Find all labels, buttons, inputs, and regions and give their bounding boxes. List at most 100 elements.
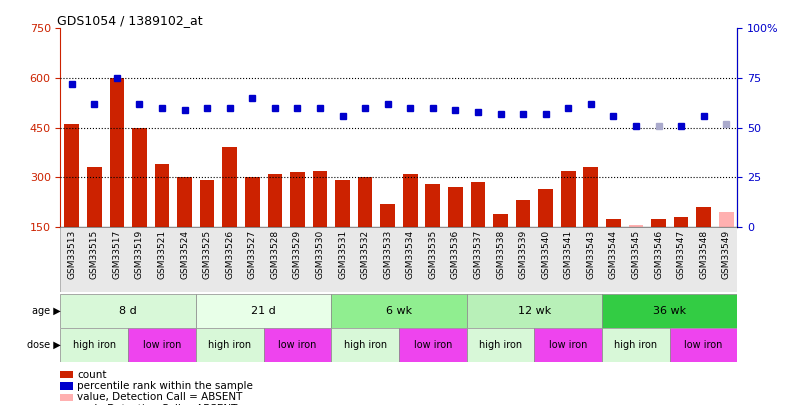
Text: GSM33541: GSM33541	[563, 230, 573, 279]
Bar	[264, 328, 331, 362]
Bar	[222, 147, 237, 227]
Bar	[331, 328, 399, 362]
Bar	[60, 382, 73, 390]
Bar	[516, 200, 530, 227]
Text: GSM33545: GSM33545	[631, 230, 641, 279]
Text: low iron: low iron	[143, 340, 181, 350]
Text: low iron: low iron	[684, 340, 723, 350]
Bar	[60, 394, 73, 401]
Bar	[467, 294, 602, 328]
Text: GSM33536: GSM33536	[451, 230, 460, 279]
Text: 21 d: 21 d	[251, 306, 276, 316]
Text: 8 d: 8 d	[119, 306, 137, 316]
Bar	[268, 174, 282, 227]
Bar	[467, 328, 534, 362]
Bar	[674, 217, 688, 227]
Bar	[196, 294, 331, 328]
Text: rank, Detection Call = ABSENT: rank, Detection Call = ABSENT	[77, 404, 238, 405]
Bar	[606, 219, 621, 227]
Text: GSM33539: GSM33539	[518, 230, 528, 279]
Text: GSM33525: GSM33525	[202, 230, 212, 279]
Text: GSM33535: GSM33535	[428, 230, 438, 279]
Bar	[399, 328, 467, 362]
Text: GSM33526: GSM33526	[225, 230, 235, 279]
Bar	[651, 219, 666, 227]
Bar	[403, 174, 418, 227]
Bar	[534, 328, 602, 362]
Text: GSM33532: GSM33532	[360, 230, 370, 279]
Text: GDS1054 / 1389102_at: GDS1054 / 1389102_at	[57, 14, 202, 27]
Text: 12 wk: 12 wk	[517, 306, 551, 316]
Text: age ▶: age ▶	[31, 306, 60, 316]
Bar	[200, 181, 214, 227]
Bar	[602, 328, 670, 362]
Text: GSM33527: GSM33527	[247, 230, 257, 279]
Bar	[471, 182, 485, 227]
Bar	[629, 225, 643, 227]
Bar	[87, 167, 102, 227]
Bar	[196, 328, 264, 362]
Text: GSM33528: GSM33528	[270, 230, 280, 279]
Text: GSM33517: GSM33517	[112, 230, 122, 279]
Text: GSM33543: GSM33543	[586, 230, 596, 279]
Bar	[60, 294, 196, 328]
Bar	[60, 371, 73, 378]
Bar	[177, 177, 192, 227]
Text: GSM33540: GSM33540	[541, 230, 550, 279]
Bar	[60, 328, 128, 362]
Text: percentile rank within the sample: percentile rank within the sample	[77, 381, 253, 391]
Text: high iron: high iron	[208, 340, 251, 350]
Text: GSM33513: GSM33513	[67, 230, 77, 279]
Text: GSM33549: GSM33549	[721, 230, 731, 279]
Text: count: count	[77, 370, 107, 379]
Bar	[380, 204, 395, 227]
Text: GSM33544: GSM33544	[609, 230, 618, 279]
Bar	[155, 164, 169, 227]
Bar	[313, 171, 327, 227]
Text: GSM33515: GSM33515	[89, 230, 99, 279]
Bar	[670, 328, 737, 362]
Bar	[64, 124, 79, 227]
Text: high iron: high iron	[614, 340, 658, 350]
Bar	[493, 213, 508, 227]
Bar	[128, 328, 196, 362]
Text: low iron: low iron	[549, 340, 588, 350]
Bar	[538, 189, 553, 227]
Text: high iron: high iron	[73, 340, 116, 350]
Text: GSM33547: GSM33547	[676, 230, 686, 279]
Bar	[448, 187, 463, 227]
Bar	[245, 177, 260, 227]
Bar	[358, 177, 372, 227]
Text: value, Detection Call = ABSENT: value, Detection Call = ABSENT	[77, 392, 243, 402]
Bar	[335, 181, 350, 227]
Bar	[110, 78, 124, 227]
Text: low iron: low iron	[278, 340, 317, 350]
Text: low iron: low iron	[413, 340, 452, 350]
Bar	[602, 294, 737, 328]
Text: GSM33521: GSM33521	[157, 230, 167, 279]
Text: GSM33533: GSM33533	[383, 230, 393, 279]
Bar	[426, 184, 440, 227]
Text: GSM33534: GSM33534	[405, 230, 415, 279]
Text: high iron: high iron	[479, 340, 522, 350]
Text: GSM33529: GSM33529	[293, 230, 302, 279]
Bar	[696, 207, 711, 227]
Text: GSM33524: GSM33524	[180, 230, 189, 279]
Text: GSM33546: GSM33546	[654, 230, 663, 279]
Text: dose ▶: dose ▶	[27, 340, 60, 350]
Text: 6 wk: 6 wk	[386, 306, 412, 316]
Text: GSM33548: GSM33548	[699, 230, 708, 279]
Bar	[132, 128, 147, 227]
Text: GSM33530: GSM33530	[315, 230, 325, 279]
Text: GSM33537: GSM33537	[473, 230, 483, 279]
Text: 36 wk: 36 wk	[653, 306, 687, 316]
Text: high iron: high iron	[343, 340, 387, 350]
Bar	[290, 172, 305, 227]
Text: GSM33531: GSM33531	[338, 230, 347, 279]
Bar	[719, 212, 733, 227]
Text: GSM33538: GSM33538	[496, 230, 505, 279]
Bar	[584, 167, 598, 227]
Bar	[331, 294, 467, 328]
Bar	[561, 171, 575, 227]
Text: GSM33519: GSM33519	[135, 230, 144, 279]
